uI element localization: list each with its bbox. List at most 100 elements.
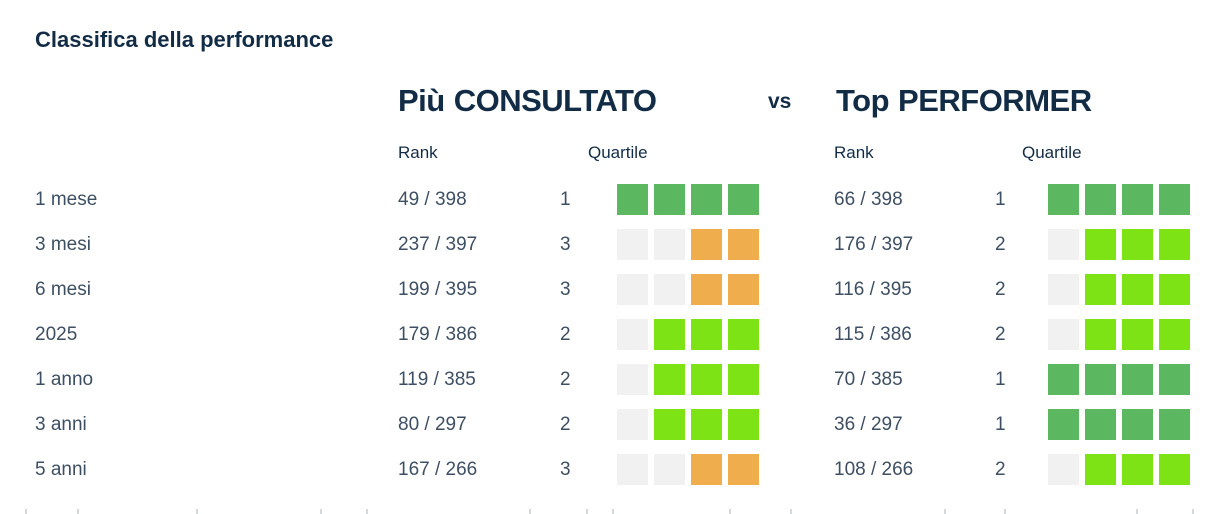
quartile-square-q2: [1122, 319, 1153, 350]
cutoff-glyph-mark: [729, 509, 731, 514]
column-header-rank-left: Rank: [398, 143, 438, 162]
quartile-square-empty: [1048, 274, 1079, 305]
cutoff-glyph-mark: [790, 509, 792, 514]
quartile-squares-left: [617, 364, 834, 395]
quartile-square-q1: [1122, 409, 1153, 440]
quartile-square-q1: [1048, 409, 1079, 440]
cutoff-glyph-mark: [944, 509, 946, 514]
right-group-title-name: PERFORMER: [898, 83, 1092, 118]
quartile-square-q3: [728, 274, 759, 305]
right-group-title-prefix: Top: [836, 83, 890, 118]
quartile-square-q2: [654, 409, 685, 440]
quartile-square-empty: [617, 319, 648, 350]
quartile-square-q2: [1122, 454, 1153, 485]
rank-value-left: 179 / 386: [398, 323, 478, 345]
rank-value-left: 80 / 297: [398, 413, 467, 435]
quartile-square-q1: [1085, 364, 1116, 395]
quartile-number-left: 3: [560, 278, 571, 300]
quartile-square-q2: [691, 364, 722, 395]
quartile-number-left: 3: [560, 458, 571, 480]
cutoff-glyph-mark: [320, 509, 322, 514]
quartile-square-empty: [617, 454, 648, 485]
quartile-squares-right: [1048, 184, 1214, 215]
quartile-squares-left: [617, 454, 834, 485]
quartile-square-q1: [1122, 364, 1153, 395]
cutoff-glyph-mark: [1004, 509, 1006, 514]
column-header-quartile-left: Quartile: [588, 143, 648, 162]
quartile-square-q1: [654, 184, 685, 215]
rank-value-left: 49 / 398: [398, 188, 467, 210]
row-label: 5 anni: [35, 458, 87, 480]
quartile-square-q1: [728, 184, 759, 215]
quartile-square-empty: [617, 364, 648, 395]
quartile-squares-right: [1048, 319, 1214, 350]
quartile-square-q3: [728, 229, 759, 260]
rank-value-left: 119 / 385: [398, 368, 476, 390]
quartile-square-q3: [728, 454, 759, 485]
quartile-square-empty: [617, 409, 648, 440]
rank-value-right: 108 / 266: [834, 458, 914, 480]
quartile-squares-left: [617, 184, 834, 215]
quartile-square-q3: [691, 274, 722, 305]
column-header-rank-right: Rank: [834, 143, 874, 162]
quartile-number-left: 2: [560, 368, 571, 390]
rank-value-right: 176 / 397: [834, 233, 914, 255]
rank-value-right: 116 / 395: [834, 278, 912, 300]
quartile-square-q1: [617, 184, 648, 215]
quartile-square-q2: [691, 319, 722, 350]
quartile-square-q2: [1159, 274, 1190, 305]
quartile-square-empty: [654, 454, 685, 485]
rank-value-left: 167 / 266: [398, 458, 478, 480]
rank-value-right: 36 / 297: [834, 413, 903, 435]
row-label: 1 mese: [35, 188, 98, 210]
row-label: 6 mesi: [35, 278, 91, 300]
rank-value-right: 115 / 386: [834, 323, 912, 345]
row-label: 1 anno: [35, 368, 94, 390]
quartile-square-empty: [617, 229, 648, 260]
quartile-square-q1: [1159, 184, 1190, 215]
quartile-square-empty: [1048, 229, 1079, 260]
left-group-title-name: CONSULTATO: [453, 83, 657, 118]
left-group-title-prefix: Più: [398, 83, 445, 118]
quartile-square-empty: [1048, 454, 1079, 485]
quartile-squares-right: [1048, 274, 1214, 305]
quartile-square-q3: [691, 229, 722, 260]
quartile-number-right: 2: [995, 323, 1006, 345]
quartile-squares-right: [1048, 409, 1214, 440]
cutoff-row: [0, 506, 1214, 514]
cutoff-glyph-mark: [529, 509, 531, 514]
quartile-square-q2: [1085, 454, 1116, 485]
quartile-square-q1: [1048, 184, 1079, 215]
performance-table: 1 mese 49 / 398 1 66 / 398 1 3 mesi 237 …: [35, 177, 1214, 492]
quartile-square-q1: [1085, 409, 1116, 440]
quartile-square-q1: [691, 184, 722, 215]
row-label: 3 anni: [35, 413, 87, 435]
quartile-number-right: 1: [995, 188, 1006, 210]
quartile-squares-right: [1048, 454, 1214, 485]
quartile-square-empty: [1048, 319, 1079, 350]
quartile-number-right: 2: [995, 458, 1006, 480]
quartile-square-q2: [728, 364, 759, 395]
page-title: Classifica della performance: [35, 27, 334, 52]
quartile-square-q2: [691, 409, 722, 440]
quartile-square-q2: [654, 319, 685, 350]
left-group-title: Più CONSULTATO: [398, 83, 657, 119]
quartile-square-q1: [1085, 184, 1116, 215]
cutoff-glyph-mark: [612, 509, 614, 514]
quartile-square-q2: [728, 319, 759, 350]
quartile-square-q2: [1085, 319, 1116, 350]
quartile-number-left: 2: [560, 323, 571, 345]
quartile-square-q2: [1159, 319, 1190, 350]
quartile-squares-left: [617, 319, 834, 350]
quartile-number-left: 1: [560, 188, 571, 210]
quartile-square-q2: [1122, 229, 1153, 260]
quartile-squares-left: [617, 229, 834, 260]
quartile-square-q2: [1159, 229, 1190, 260]
quartile-number-left: 2: [560, 413, 571, 435]
quartile-square-q1: [1159, 409, 1190, 440]
quartile-square-q1: [1048, 364, 1079, 395]
quartile-square-q2: [1085, 229, 1116, 260]
quartile-squares-left: [617, 409, 834, 440]
quartile-square-q2: [728, 409, 759, 440]
